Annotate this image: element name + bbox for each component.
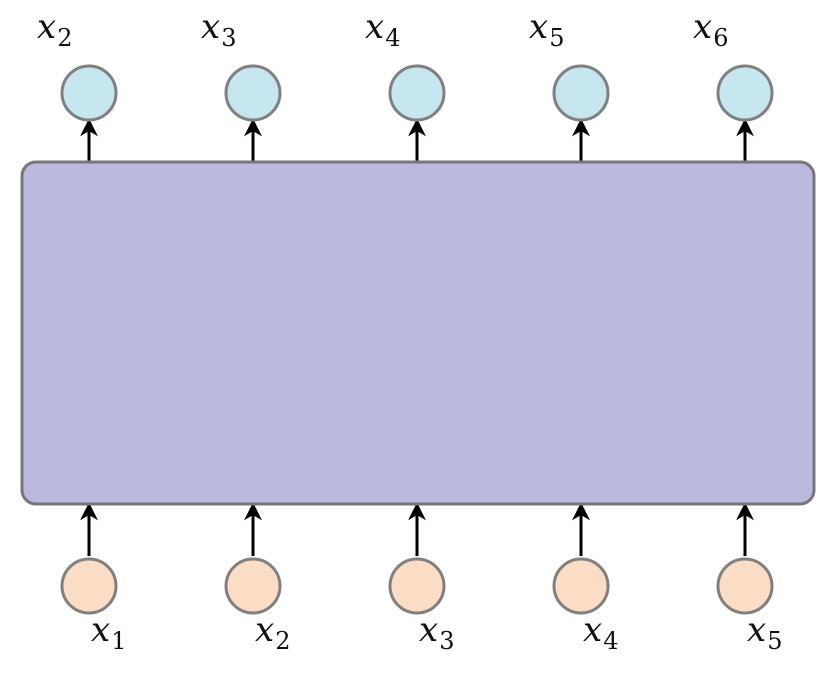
model-block [20,160,816,506]
input-node-5 [716,557,774,615]
input-node-4 [552,557,610,615]
arrows [80,118,754,556]
input-label-5: x5 [747,610,782,655]
input-label-4: x4 [583,610,618,655]
output-label-1: x2 [37,7,72,52]
output-node-4 [552,64,610,122]
output-node-2 [224,64,282,122]
output-label-5: x6 [693,7,728,52]
input-label-1: x1 [91,610,126,655]
nodes [60,64,774,615]
labels: x2 x1 x3 x2 x4 x3 x5 x4 x6 x5 [37,7,782,655]
input-label-2: x2 [255,610,290,655]
output-label-2: x3 [201,7,236,52]
output-label-3: x4 [365,7,400,52]
output-label-4: x5 [529,7,564,52]
input-node-1 [60,557,118,615]
input-label-3: x3 [419,610,454,655]
output-node-1 [60,64,118,122]
input-node-3 [388,557,446,615]
output-node-3 [388,64,446,122]
output-node-5 [716,64,774,122]
input-node-2 [224,557,282,615]
